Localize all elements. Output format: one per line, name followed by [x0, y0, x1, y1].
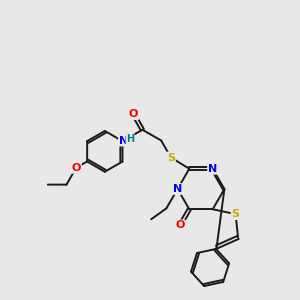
Text: S: S [167, 152, 175, 163]
Text: O: O [129, 109, 138, 119]
Text: N: N [119, 136, 128, 146]
Text: N: N [173, 184, 182, 194]
Text: H: H [126, 134, 134, 144]
Text: O: O [71, 163, 81, 173]
Text: O: O [175, 220, 185, 230]
Text: S: S [232, 209, 240, 219]
Text: N: N [208, 164, 217, 174]
